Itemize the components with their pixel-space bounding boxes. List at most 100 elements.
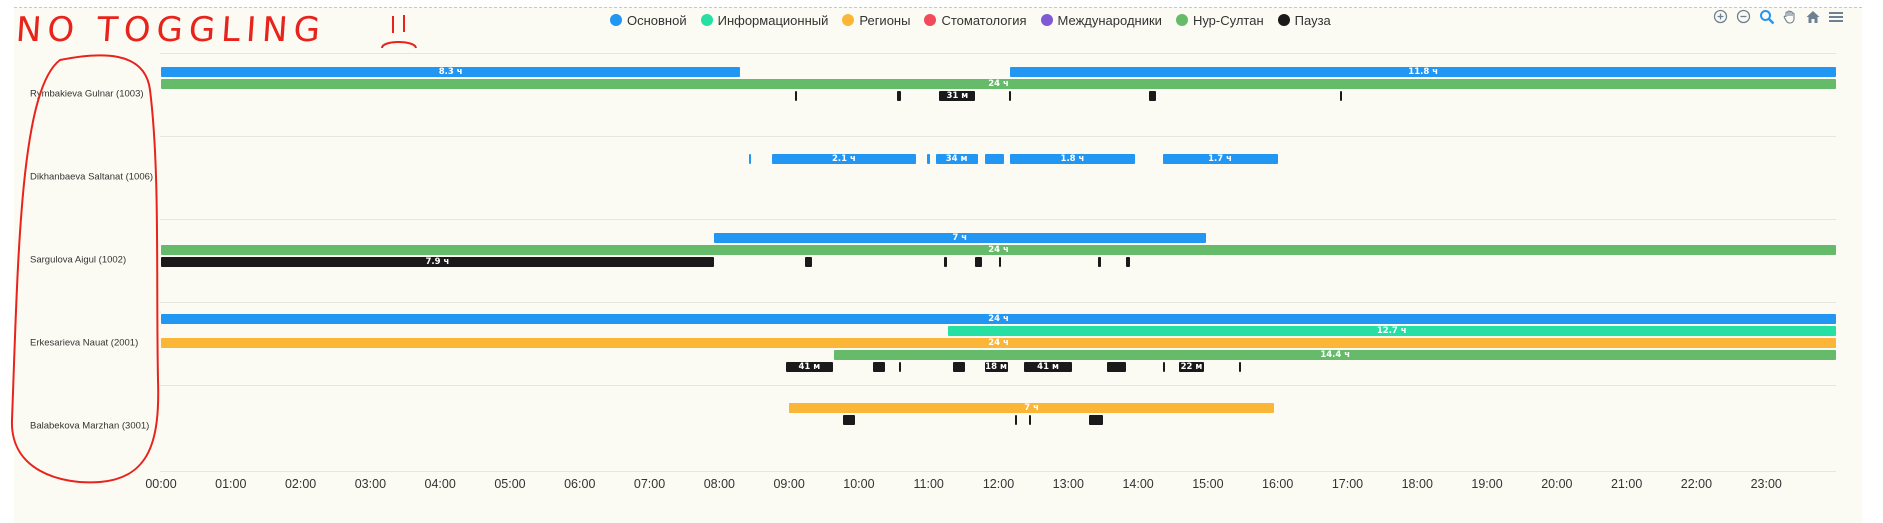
x-axis-tick-label: 11:00 bbox=[913, 477, 944, 491]
timeline-bar[interactable] bbox=[748, 154, 751, 164]
timeline-bar[interactable] bbox=[161, 245, 1836, 255]
timeline-bar[interactable] bbox=[926, 154, 931, 164]
timeline-bar[interactable] bbox=[805, 257, 813, 267]
x-axis-tick-label: 15:00 bbox=[1192, 477, 1224, 491]
timeline-bar[interactable] bbox=[947, 326, 1836, 336]
timeline-bar[interactable] bbox=[1008, 91, 1011, 101]
legend-item[interactable]: Нур-Султан bbox=[1175, 13, 1264, 28]
timeline-bar[interactable] bbox=[984, 362, 1008, 372]
row-label: Dikhanbaeva Saltanat (1006) bbox=[30, 171, 154, 182]
timeline-bar[interactable] bbox=[161, 338, 1836, 348]
x-axis-tick-label: 03:00 bbox=[354, 477, 387, 491]
x-axis-tick-label: 06:00 bbox=[564, 477, 596, 491]
chart-toolbar bbox=[1712, 8, 1844, 25]
timeline-bar[interactable] bbox=[713, 233, 1206, 243]
timeline-bar[interactable] bbox=[1106, 362, 1127, 372]
row-separator bbox=[160, 471, 1836, 472]
timeline-bar[interactable] bbox=[1162, 362, 1165, 372]
home-icon[interactable] bbox=[1804, 8, 1821, 25]
row-label: Balabekova Marzhan (3001) bbox=[30, 420, 150, 431]
zoom-in-icon[interactable] bbox=[1712, 8, 1729, 25]
timeline-bar[interactable] bbox=[953, 362, 965, 372]
timeline-bar[interactable] bbox=[1028, 415, 1031, 425]
x-axis-tick-label: 22:00 bbox=[1680, 477, 1713, 491]
legend-marker bbox=[700, 14, 713, 26]
timeline-bar[interactable] bbox=[834, 350, 1836, 360]
x-axis-tick-label: 18:00 bbox=[1401, 477, 1433, 491]
legend-item[interactable]: Регионы bbox=[842, 13, 910, 28]
hand-icon[interactable] bbox=[1781, 8, 1798, 25]
zoom-out-icon[interactable] bbox=[1735, 8, 1752, 25]
timeline-bar[interactable] bbox=[161, 67, 741, 77]
x-axis-tick-label: 07:00 bbox=[633, 477, 666, 491]
timeline-bar[interactable] bbox=[1089, 415, 1104, 425]
hamburger-icon[interactable] bbox=[1827, 8, 1844, 25]
row-label: Sargulova Aigul (1002) bbox=[30, 254, 127, 265]
legend-item[interactable]: Стоматология bbox=[924, 12, 1027, 28]
timeline-bar[interactable] bbox=[935, 154, 978, 164]
legend-marker bbox=[1040, 14, 1053, 26]
timeline-bar[interactable] bbox=[1239, 362, 1242, 372]
legend-label: Международники bbox=[1057, 12, 1162, 28]
timeline-bar[interactable] bbox=[161, 257, 714, 267]
row-separator bbox=[160, 53, 1836, 54]
legend-label: Пауза bbox=[1294, 12, 1331, 28]
legend: Основной Информационный Регионы Стоматологи… bbox=[610, 10, 1331, 30]
timeline-bar[interactable] bbox=[1162, 154, 1278, 164]
timeline-bar[interactable] bbox=[1010, 67, 1836, 77]
x-axis-tick-label: 10:00 bbox=[843, 477, 875, 491]
x-axis-tick-label: 01:00 bbox=[215, 477, 247, 491]
timeline-bar[interactable] bbox=[771, 154, 917, 164]
x-axis-tick-label: 00:00 bbox=[145, 477, 177, 491]
row-separator bbox=[160, 385, 1836, 386]
timeline-bar[interactable] bbox=[899, 362, 902, 372]
timeline-bar[interactable] bbox=[872, 362, 885, 372]
timeline-bar[interactable] bbox=[897, 91, 901, 101]
x-axis-tick-label: 08:00 bbox=[703, 477, 735, 491]
timeline-bar[interactable] bbox=[944, 257, 947, 267]
timeline-bar[interactable] bbox=[1148, 91, 1156, 101]
row-label: Erkesarieva Nauat (2001) bbox=[30, 337, 139, 348]
annotation-text: NO TOGGLING bbox=[14, 10, 328, 50]
timeline-bar[interactable] bbox=[789, 403, 1275, 413]
x-axis-tick-label: 16:00 bbox=[1262, 477, 1294, 491]
x-axis-tick-label: 21:00 bbox=[1610, 477, 1643, 491]
magnifier-icon[interactable] bbox=[1758, 8, 1775, 25]
x-axis-tick-label: 13:00 bbox=[1052, 477, 1084, 491]
timeline-bar[interactable] bbox=[1340, 91, 1343, 101]
x-axis-tick-label: 12:00 bbox=[982, 477, 1015, 491]
timeline-bar[interactable] bbox=[975, 257, 983, 267]
timeline-bar[interactable] bbox=[794, 91, 797, 101]
legend-item[interactable]: Основной bbox=[610, 13, 687, 28]
row-separator bbox=[160, 219, 1836, 220]
x-axis-tick-label: 17:00 bbox=[1331, 477, 1364, 491]
timeline-bar[interactable] bbox=[939, 91, 976, 101]
timeline-bar[interactable] bbox=[842, 415, 856, 425]
x-axis-tick-label: 14:00 bbox=[1122, 477, 1154, 491]
timeline-bar[interactable] bbox=[1024, 362, 1072, 372]
x-axis-tick-label: 04:00 bbox=[424, 477, 456, 491]
legend-marker bbox=[610, 14, 622, 26]
legend-item[interactable]: Информационный bbox=[700, 13, 828, 28]
legend-item[interactable]: Международники bbox=[1040, 12, 1162, 28]
timeline-bar[interactable] bbox=[161, 79, 1836, 89]
x-axis-tick-label: 19:00 bbox=[1471, 477, 1503, 491]
timeline-bar[interactable] bbox=[785, 362, 834, 372]
row-separator bbox=[160, 302, 1836, 303]
timeline-bar[interactable] bbox=[1097, 257, 1102, 267]
timeline-bar[interactable] bbox=[984, 154, 1005, 164]
legend-item[interactable]: Пауза bbox=[1277, 12, 1331, 28]
legend-label: Стоматология bbox=[941, 12, 1027, 28]
timeline-bar[interactable] bbox=[1178, 362, 1205, 372]
x-axis-tick-label: 20:00 bbox=[1541, 477, 1573, 491]
timeline-bar[interactable] bbox=[161, 314, 1836, 324]
timeline-bar[interactable] bbox=[1010, 154, 1135, 164]
timeline-bar[interactable] bbox=[1126, 257, 1130, 267]
legend-marker bbox=[1175, 14, 1188, 26]
x-axis-tick-label: 23:00 bbox=[1750, 477, 1782, 491]
timeline-bar[interactable] bbox=[1014, 415, 1018, 425]
row-label: Rymbakieva Gulnar (1003) bbox=[30, 88, 144, 99]
legend-marker bbox=[842, 14, 855, 26]
timeline-bar[interactable] bbox=[998, 257, 1001, 267]
